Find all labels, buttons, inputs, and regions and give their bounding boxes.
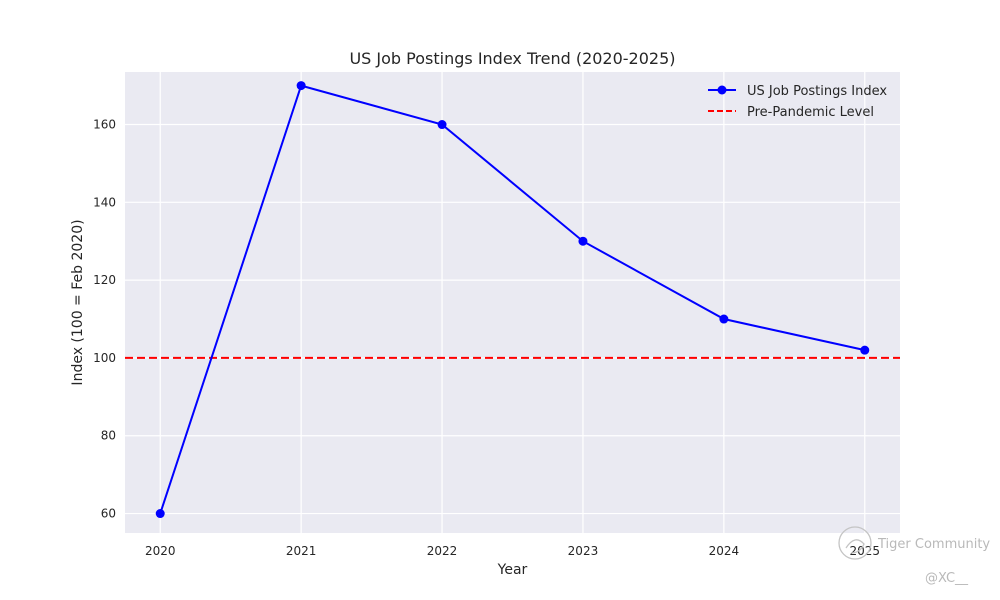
- x-tick-label: 2021: [286, 544, 317, 558]
- data-point: [155, 509, 165, 519]
- x-tick-label: 2020: [145, 544, 176, 558]
- x-axis-label: Year: [497, 562, 528, 578]
- watermark-handle: @XC__: [925, 571, 969, 586]
- chart-title: US Job Postings Index Trend (2020-2025): [349, 49, 675, 68]
- y-tick-label: 120: [93, 273, 116, 287]
- plot-area: [125, 72, 900, 533]
- data-point: [860, 345, 870, 355]
- x-tick-label: 2025: [849, 544, 880, 558]
- legend-reference-label: Pre-Pandemic Level: [747, 105, 874, 120]
- tick-labels: 2020 2021 2022 2023 2024 2025 60 80 100 120 140 160: [93, 118, 880, 558]
- legend-series-marker: [717, 85, 727, 95]
- x-tick-label: 2024: [709, 544, 740, 558]
- y-tick-label: 160: [93, 118, 116, 132]
- watermark: Tiger Community @XC__: [838, 526, 990, 586]
- series-layer: [155, 81, 870, 519]
- x-tick-label: 2022: [427, 544, 458, 558]
- series-line: [159, 84, 865, 514]
- legend-series-label: US Job Postings Index: [747, 84, 887, 99]
- y-tick-label: 100: [93, 351, 116, 365]
- tiger-logo-icon: [838, 526, 872, 560]
- y-tick-label: 80: [101, 429, 116, 443]
- data-point: [296, 81, 306, 91]
- y-tick-label: 140: [93, 195, 116, 209]
- data-point: [719, 314, 729, 324]
- data-point: [578, 236, 588, 246]
- y-tick-label: 60: [101, 507, 116, 521]
- x-tick-label: 2023: [568, 544, 599, 558]
- y-axis-label: Index (100 = Feb 2020): [70, 219, 86, 385]
- watermark-brand: Tiger Community: [877, 537, 990, 552]
- data-point: [437, 120, 447, 130]
- legend: US Job Postings Index Pre-Pandemic Level: [708, 84, 887, 120]
